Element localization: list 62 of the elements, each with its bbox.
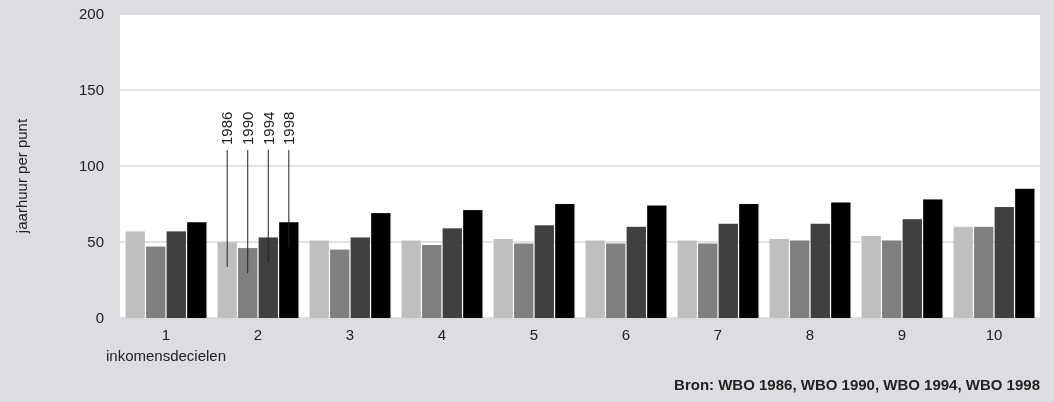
text: 1994: [259, 111, 277, 145]
bar: [810, 223, 830, 318]
x-tick-label: 9: [897, 326, 907, 343]
bar: [698, 243, 718, 318]
bar: [125, 231, 145, 318]
bar: [831, 202, 851, 318]
bar: [974, 226, 994, 318]
bar: [217, 242, 237, 318]
bar: [923, 199, 943, 318]
bar: [493, 238, 513, 318]
bar: [238, 248, 258, 318]
bar: [187, 222, 207, 318]
x-tick-label: 2: [253, 326, 263, 343]
x-tick-label: 7: [713, 326, 723, 343]
bar: [166, 231, 186, 318]
bar: [309, 240, 329, 318]
bar: [555, 204, 575, 318]
bar: [371, 213, 391, 318]
text: Bron: WBO 1986, WBO 1990, WBO 1994, WBO 1998: [674, 376, 1040, 393]
bar: [585, 240, 605, 318]
bar: [677, 240, 697, 318]
bar: [258, 237, 278, 318]
x-tick-label: 3: [345, 326, 355, 343]
bar: [514, 243, 534, 318]
bar: [994, 207, 1014, 318]
x-tick-label: 4: [437, 326, 447, 343]
bar: [463, 210, 483, 318]
bar: [790, 240, 810, 318]
y-tick-label: 200: [78, 5, 104, 23]
bar: [350, 237, 370, 318]
bar: [647, 205, 667, 318]
bar: [882, 240, 902, 318]
bar: [534, 225, 554, 318]
bar: [422, 245, 442, 318]
bar: [1015, 188, 1035, 318]
bar: [769, 238, 789, 318]
bar: [146, 246, 166, 318]
y-tick-label: 100: [78, 157, 104, 175]
bar: [442, 228, 462, 318]
bar: [902, 219, 922, 318]
bar: [279, 222, 299, 318]
text: 1990: [238, 111, 256, 145]
y-tick-label: 0: [95, 309, 104, 327]
bar: [953, 226, 973, 318]
text: 1998: [280, 111, 298, 145]
x-tick-label: 6: [621, 326, 631, 343]
bar: [330, 249, 350, 318]
y-tick-label: 150: [78, 81, 104, 99]
bar: [401, 240, 421, 318]
bar: [861, 235, 881, 318]
y-tick-label: 50: [87, 233, 104, 251]
y-axis-title: jaarhuur per punt: [13, 118, 30, 235]
x-tick-label: 8: [805, 326, 815, 343]
x-axis-title: inkomensdecielen: [105, 347, 227, 364]
bar: [626, 226, 646, 318]
text: 1986: [218, 111, 236, 145]
bar: [606, 243, 626, 318]
bar: [739, 204, 759, 318]
x-tick-label: 5: [529, 326, 539, 343]
x-tick-label: 10: [985, 326, 1003, 343]
x-tick-label: 1: [161, 326, 171, 343]
bar: [718, 223, 738, 318]
